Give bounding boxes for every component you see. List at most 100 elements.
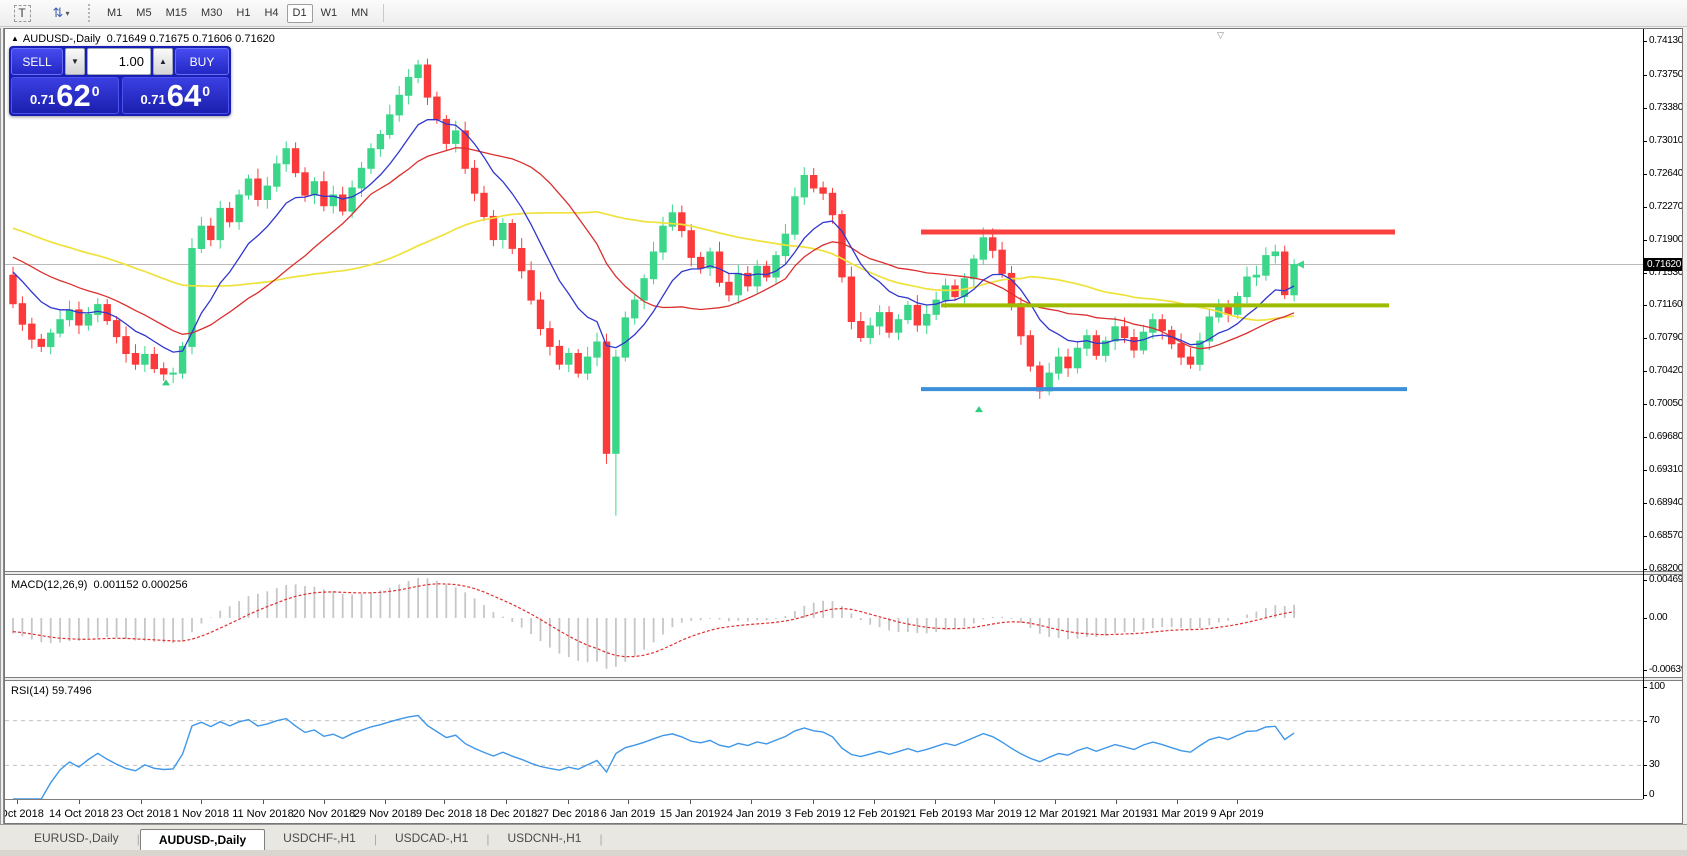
tab-separator: | [373, 832, 377, 846]
text-tool-icon: T [13, 4, 31, 22]
collapse-triangle-icon[interactable]: ▲ [11, 34, 19, 43]
date-tick-mark [324, 800, 325, 804]
date-label: 12 Mar 2019 [1024, 808, 1086, 820]
chart-tab-eurusd-daily[interactable]: EURUSD-,Daily [34, 831, 119, 845]
date-label: 3 Feb 2019 [785, 808, 841, 820]
rsi-pane-splitter[interactable] [5, 677, 1682, 681]
axis-tick-mark [1643, 239, 1647, 241]
symbol-title: AUDUSD-,Daily [22, 33, 101, 45]
arrows-tool-button[interactable]: ⇅ ▾ [44, 3, 78, 23]
timeframe-button-h4[interactable]: H4 [264, 7, 279, 19]
timeframe-button-m5[interactable]: M5 [136, 7, 152, 19]
date-tick-mark [813, 800, 814, 804]
axis-tick-mark [1643, 173, 1647, 175]
toolbar-separator [383, 4, 385, 22]
date-tick-mark [690, 800, 691, 804]
spin-down-icon: ▼ [71, 57, 79, 66]
date-tick-mark [1237, 800, 1238, 804]
timeframe-button-d1[interactable]: D1 [286, 3, 313, 23]
volume-decrease-button[interactable]: ▼ [65, 48, 85, 75]
tab-separator: | [486, 832, 490, 846]
volume-increase-button[interactable]: ▲ [153, 48, 173, 75]
chart-shift-marker[interactable]: ▽ [1217, 30, 1224, 40]
price-tick-label: 0.69680 [1649, 431, 1683, 443]
price-tick-label: 0.73750 [1649, 68, 1683, 80]
text-tool-button[interactable]: T [10, 3, 34, 23]
price-tick-label: 0.68570 [1649, 530, 1683, 542]
rsi-tick-label: 70 [1649, 714, 1660, 726]
macd-tick-label: -0.00639 [1649, 663, 1683, 675]
price-tick-label: 0.70420 [1649, 365, 1683, 377]
buy-price-display[interactable]: 0.71 64 0 [121, 77, 229, 114]
rsi-tick-label: 100 [1649, 681, 1665, 692]
date-tick-mark [935, 800, 936, 804]
ohlc-open: 0.71649 [106, 33, 147, 45]
timeframe-button-m15[interactable]: M15 [165, 7, 187, 19]
date-tick-mark [263, 800, 264, 804]
timeframe-button-mn[interactable]: MN [351, 7, 369, 19]
date-tick-mark [506, 800, 507, 804]
macd-label: MACD(12,26,9) 0.001152 0.000256 [11, 579, 188, 591]
axis-tick-mark [1643, 404, 1647, 406]
axis-tick-mark [1643, 618, 1647, 619]
axis-tick-mark [1643, 765, 1647, 767]
date-label: 1 Nov 2018 [172, 808, 230, 820]
chart-tab-bar: EURUSD-,Daily | AUDUSD-,Daily USDCHF-,H1 | US… [0, 824, 1687, 851]
price-tick-label: 0.69310 [1649, 464, 1683, 476]
date-label: 15 Jan 2019 [659, 808, 721, 820]
axis-tick-mark [1643, 720, 1647, 722]
chart-tab-usdcad-h1[interactable]: USDCAD-,H1 [394, 831, 469, 845]
date-tick-mark [385, 800, 386, 804]
date-label: 9 Apr 2019 [1210, 808, 1264, 820]
date-tick-mark [751, 800, 752, 804]
chart-tab-audusd-daily[interactable]: AUDUSD-,Daily [139, 829, 266, 851]
price-tick-label: 0.72270 [1649, 200, 1683, 212]
date-label: 3 Mar 2019 [966, 808, 1022, 820]
ohlc-low: 0.71606 [192, 33, 233, 45]
price-tick-label: 0.70050 [1649, 398, 1683, 410]
date-tick-mark [201, 800, 202, 804]
date-tick-mark [994, 800, 995, 804]
chart-tab-usdchf-h1[interactable]: USDCHF-,H1 [283, 831, 356, 845]
date-tick-mark [1116, 800, 1117, 804]
price-tick-label: 0.73380 [1649, 101, 1683, 113]
price-tick-label: 0.73010 [1649, 134, 1683, 146]
axis-tick-mark [1643, 536, 1647, 538]
date-label: 4 Oct 2018 [5, 808, 44, 820]
sell-button[interactable]: SELL [11, 48, 63, 75]
chart-frame: ▲ AUDUSD-,Daily 0.71649 0.71675 0.71606 0… [4, 28, 1683, 824]
window-left-edge [0, 28, 4, 824]
timeframe-button-m1[interactable]: M1 [107, 7, 123, 19]
axis-tick-mark [1643, 687, 1647, 688]
axis-tick-mark [1643, 338, 1647, 340]
rsi-value: 59.7496 [51, 685, 92, 697]
axis-tick-mark [1643, 206, 1647, 208]
timeframe-button-h1[interactable]: H1 [236, 7, 251, 19]
volume-input[interactable] [87, 48, 151, 75]
date-label: 21 Mar 2019 [1085, 808, 1147, 820]
axis-tick-mark [1643, 795, 1647, 796]
price-axis-border [1643, 29, 1644, 799]
sell-price-display[interactable]: 0.71 62 0 [11, 77, 119, 114]
macd-pane-splitter[interactable] [5, 571, 1682, 575]
chart-tab-usdcnh-h1[interactable]: USDCNH-,H1 [507, 831, 582, 845]
buy-button[interactable]: BUY [175, 48, 229, 75]
price-tick-label: 0.68940 [1649, 497, 1683, 509]
price-tick-label: 0.70790 [1649, 332, 1683, 344]
axis-tick-mark [1643, 272, 1647, 274]
timeframe-button-m30[interactable]: M30 [200, 7, 223, 19]
price-tick-label: 0.72640 [1649, 167, 1683, 179]
date-tick-mark [874, 800, 875, 804]
axis-tick-mark [1643, 41, 1647, 42]
axis-tick-mark [1643, 140, 1647, 142]
axis-tick-mark [1643, 74, 1647, 76]
date-tick-mark [444, 800, 445, 804]
date-tick-mark [568, 800, 569, 804]
timeframe-button-w1[interactable]: W1 [320, 7, 338, 19]
date-tick-mark [1055, 800, 1056, 804]
axis-tick-mark [1643, 305, 1647, 307]
chart-surface[interactable] [5, 29, 1682, 804]
